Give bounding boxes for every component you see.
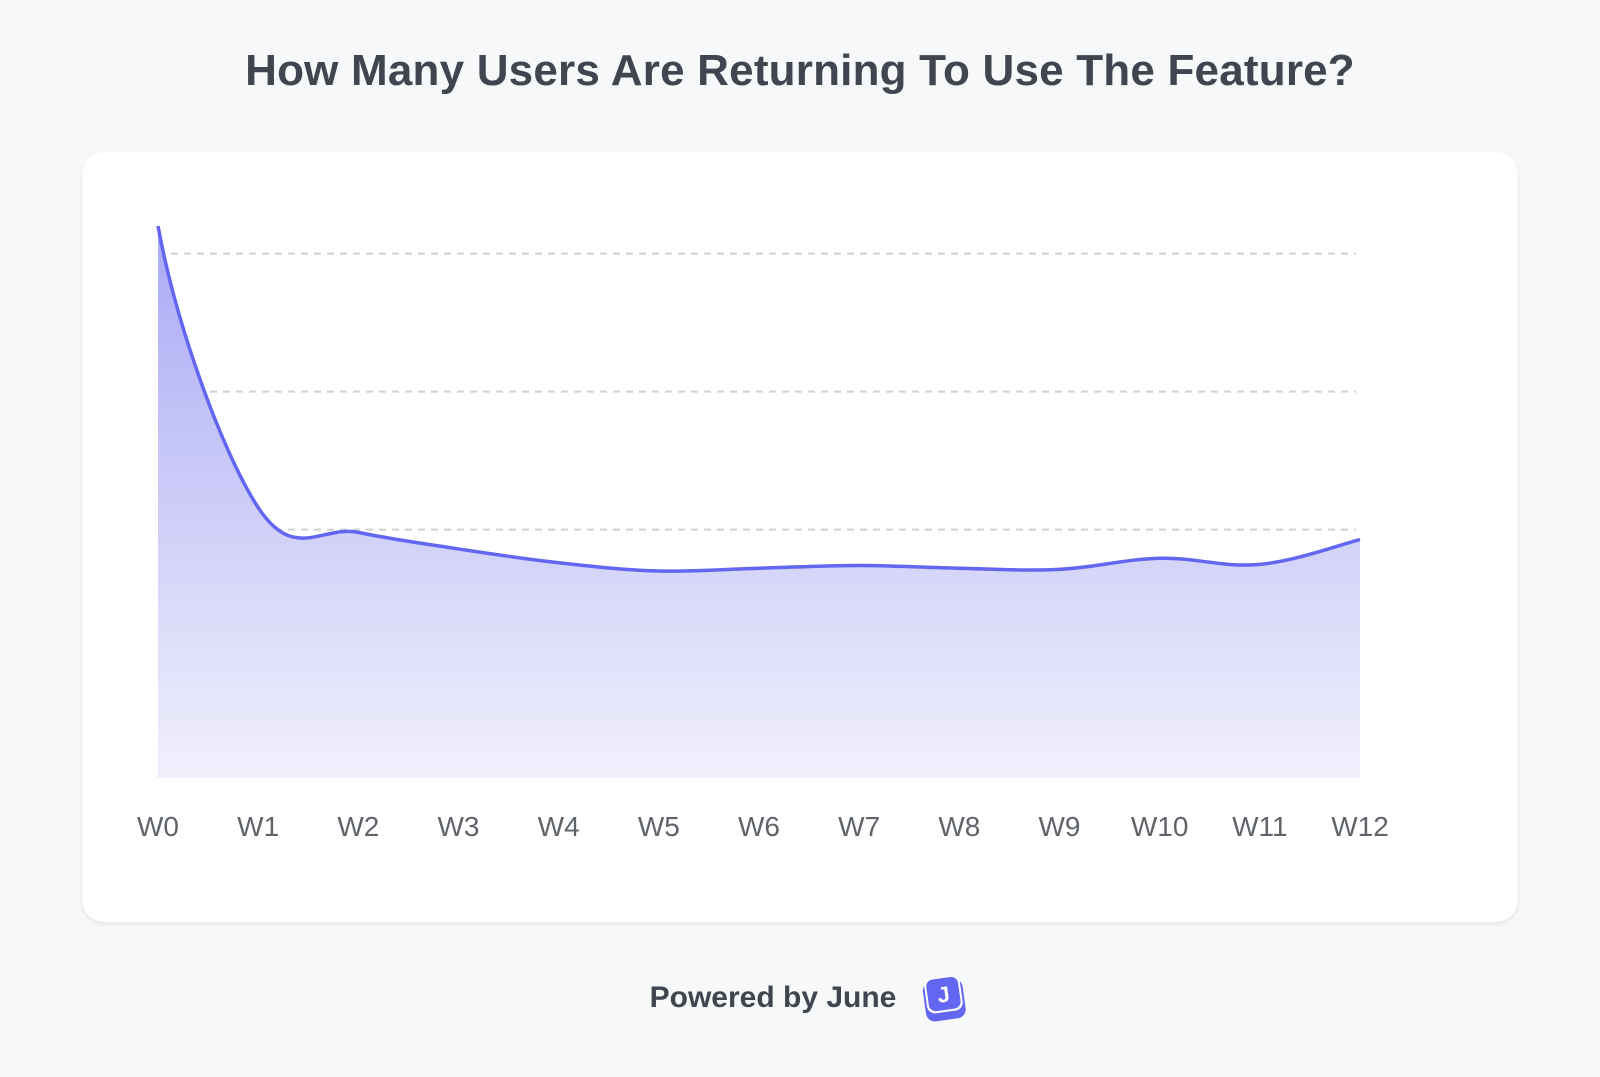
data-point-W6[interactable] <box>753 562 765 574</box>
series-line <box>156 225 1361 573</box>
data-point-W7[interactable] <box>853 559 865 571</box>
x-tick-label: W8 <box>938 811 980 842</box>
data-point-W3[interactable] <box>453 543 465 555</box>
x-tick-label: W12 <box>1331 811 1389 842</box>
data-point-W0[interactable] <box>152 220 164 232</box>
x-tick-label: W2 <box>337 811 379 842</box>
data-point-W8[interactable] <box>953 562 965 574</box>
chart-card: W0 W1 W2 W3 W4 W5 W6 W7 W8 W9 W10 W11 W12 <box>82 152 1518 922</box>
area-series <box>156 225 1361 778</box>
area-fill <box>158 226 1360 778</box>
june-logo-icon: J <box>923 974 967 1022</box>
data-point-W9[interactable] <box>1054 563 1066 575</box>
x-tick-label: W11 <box>1232 811 1288 842</box>
x-tick-label: W7 <box>838 811 880 842</box>
data-point-W2[interactable] <box>352 526 364 538</box>
x-tick-label: W3 <box>438 811 480 842</box>
data-point-W12[interactable] <box>1354 534 1366 546</box>
data-point-W1[interactable] <box>252 502 264 514</box>
x-tick-label: W1 <box>237 811 279 842</box>
footer: Powered by June J <box>0 972 1600 1024</box>
area-chart: W0 W1 W2 W3 W4 W5 W6 W7 W8 W9 W10 W11 W12 <box>137 220 1389 842</box>
x-tick-label: W6 <box>738 811 780 842</box>
data-point-W11[interactable] <box>1254 558 1266 570</box>
x-tick-label: W10 <box>1131 811 1189 842</box>
data-points <box>152 220 1366 577</box>
logo-front-shape <box>926 976 961 1012</box>
x-tick-label: W5 <box>638 811 680 842</box>
powered-by-text: Powered by June <box>649 981 897 1014</box>
data-point-W10[interactable] <box>1154 552 1166 564</box>
x-tick-label: W9 <box>1039 811 1081 842</box>
x-axis-tick-labels: W0 W1 W2 W3 W4 W5 W6 W7 W8 W9 W10 W11 W12 <box>137 811 1389 842</box>
data-point-W4[interactable] <box>553 557 565 569</box>
logo-letter: J <box>936 981 952 1007</box>
x-tick-label: W0 <box>137 811 179 842</box>
x-tick-label: W4 <box>538 811 580 842</box>
chart-title: How Many Users Are Returning To Use The … <box>245 46 1355 95</box>
data-point-W5[interactable] <box>653 565 665 577</box>
